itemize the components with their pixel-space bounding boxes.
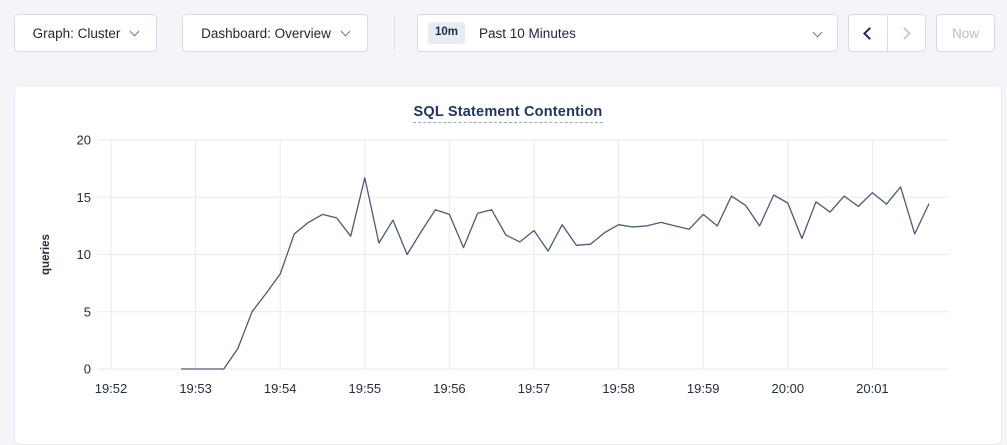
now-button[interactable]: Now [936, 14, 995, 52]
svg-text:20:01: 20:01 [856, 381, 889, 396]
chevron-left-icon [863, 26, 877, 40]
dashboard-dropdown-label: Dashboard: Overview [201, 25, 331, 41]
svg-text:20: 20 [77, 133, 91, 148]
svg-text:19:57: 19:57 [518, 381, 551, 396]
chart-title-row: SQL Statement Contention [15, 86, 1001, 126]
chevron-down-icon [340, 26, 351, 36]
chart-title[interactable]: SQL Statement Contention [413, 104, 603, 123]
chevron-right-icon [898, 26, 911, 40]
now-button-label: Now [951, 25, 979, 41]
svg-text:10: 10 [77, 247, 91, 262]
svg-text:19:55: 19:55 [349, 381, 382, 396]
time-pager [848, 14, 926, 52]
toolbar-divider [394, 16, 395, 50]
time-back-button[interactable] [849, 15, 887, 51]
chart-canvas[interactable]: 0 5 10 15 20 19:52 19:53 19:54 19:55 19:56 19:57 19… [15, 126, 1003, 426]
svg-text:19:53: 19:53 [179, 381, 212, 396]
svg-text:15: 15 [77, 190, 91, 205]
dashboard-dropdown[interactable]: Dashboard: Overview [182, 14, 368, 52]
time-range-badge: 10m [428, 22, 466, 44]
svg-text:queries: queries [40, 234, 52, 275]
svg-text:19:56: 19:56 [433, 381, 466, 396]
svg-text:0: 0 [84, 362, 91, 377]
svg-text:19:58: 19:58 [602, 381, 635, 396]
svg-text:19:59: 19:59 [687, 381, 720, 396]
chevron-down-icon [129, 26, 140, 36]
graph-dropdown[interactable]: Graph: Cluster [14, 14, 157, 52]
time-range-label: Past 10 Minutes [479, 25, 576, 41]
chart-panel: SQL Statement Contention 0 5 10 15 20 19:52 19… [14, 85, 1002, 445]
graph-dropdown-label: Graph: Cluster [32, 25, 121, 41]
svg-text:19:54: 19:54 [264, 381, 297, 396]
svg-text:19:52: 19:52 [95, 381, 128, 396]
time-range-selector[interactable]: 10m Past 10 Minutes [417, 14, 838, 52]
svg-text:5: 5 [84, 304, 91, 319]
chevron-down-icon [812, 27, 823, 38]
time-forward-button[interactable] [886, 15, 925, 51]
svg-text:20:00: 20:00 [772, 381, 805, 396]
